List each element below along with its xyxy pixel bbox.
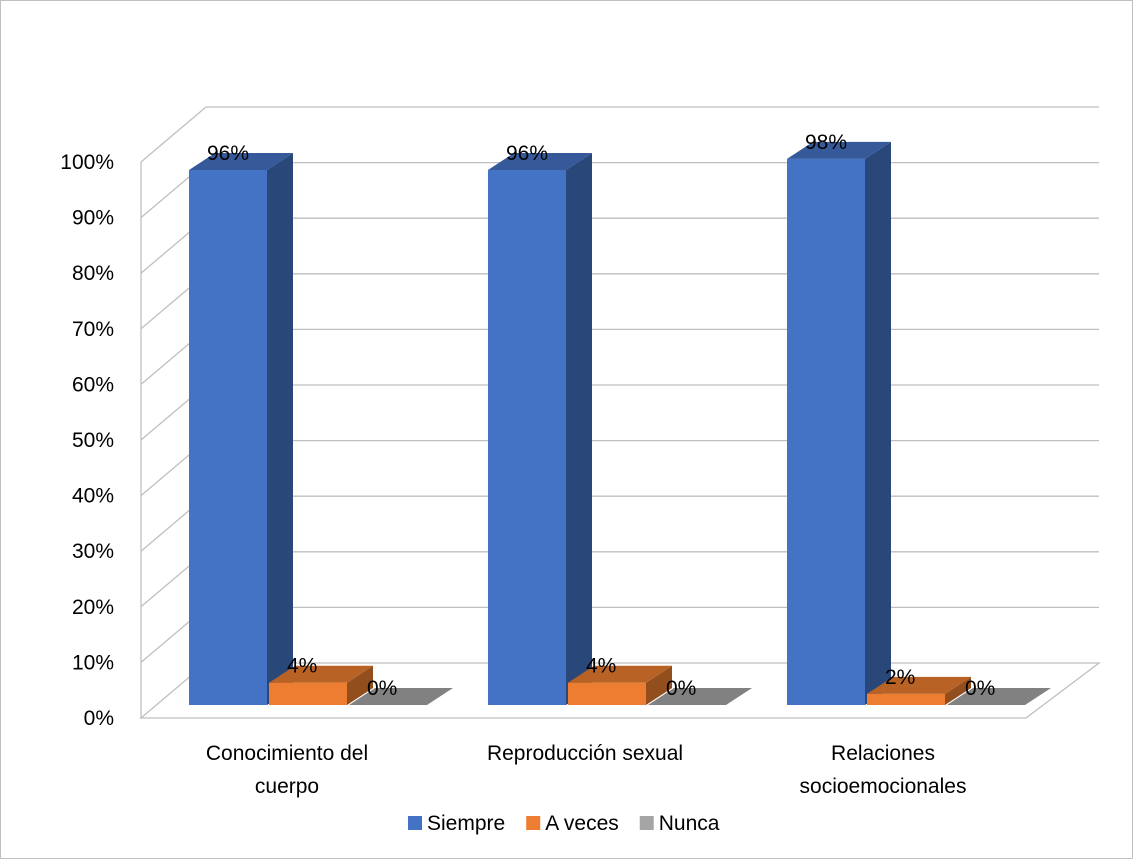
- bar-top: [787, 141, 891, 159]
- bar-nunca: [349, 688, 453, 705]
- bar-a-veces: [867, 676, 971, 705]
- category-label: Relaciones: [831, 742, 935, 765]
- legend-label: Nunca: [659, 812, 720, 835]
- bar-side: [945, 676, 971, 705]
- bars: [189, 141, 1051, 705]
- category-label: Reproducción sexual: [487, 742, 683, 765]
- y-tick-label: 80%: [72, 262, 114, 285]
- legend-swatch: [639, 816, 654, 830]
- bar-side: [566, 153, 592, 705]
- legend-swatch: [526, 816, 541, 830]
- bar-top: [269, 665, 373, 683]
- data-label: 2%: [885, 666, 915, 689]
- bar-front: [189, 170, 267, 705]
- bar-side: [865, 141, 891, 705]
- y-tick-label: 30%: [72, 540, 114, 563]
- y-tick-label: 10%: [72, 651, 114, 674]
- data-label: 0%: [666, 677, 696, 700]
- category-labels: Conocimiento del cuerpo Reproducción sexua…: [206, 742, 967, 798]
- legend: Siempre A veces Nunca: [408, 812, 720, 835]
- category-label: socioemocionales: [800, 775, 967, 798]
- legend-swatch: [408, 816, 422, 830]
- bar-side: [347, 665, 373, 705]
- bar-side: [267, 153, 293, 705]
- bar-front: [269, 682, 347, 705]
- legend-label: Siempre: [427, 812, 505, 835]
- y-tick-label: 70%: [72, 318, 114, 341]
- bar-front: [488, 170, 566, 705]
- data-label: 4%: [586, 655, 616, 678]
- bar-top: [568, 665, 672, 683]
- bar-top: [488, 153, 592, 170]
- category-label: cuerpo: [255, 775, 319, 798]
- bar-nunca: [648, 688, 752, 705]
- bar-top: [189, 153, 293, 170]
- y-tick-label: 40%: [72, 485, 114, 508]
- bar-side: [646, 665, 672, 705]
- y-tick-label: 20%: [72, 596, 114, 619]
- data-label: 0%: [965, 677, 995, 700]
- bar-front: [867, 693, 945, 705]
- bar-top: [867, 676, 971, 694]
- y-tick-label: 100%: [60, 151, 114, 174]
- y-axis-tick-labels: 0% 10% 20% 30% 40% 50% 60% 70% 80% 90% 100%: [60, 151, 114, 730]
- bar-nunca: [947, 688, 1051, 705]
- data-label: 96%: [207, 142, 249, 165]
- data-labels: 96% 4% 0% 96% 4% 0% 98% 2% 0%: [207, 131, 995, 700]
- bar-front: [787, 158, 865, 705]
- bar-top: [349, 688, 453, 705]
- data-label: 4%: [287, 655, 317, 678]
- category-label: Conocimiento del: [206, 742, 368, 765]
- y-tick-label: 0%: [84, 707, 114, 730]
- y-tick-label: 90%: [72, 207, 114, 230]
- gridline: [140, 106, 1099, 163]
- y-tick-label: 60%: [72, 373, 114, 396]
- bar-top: [648, 688, 752, 705]
- bar-a-veces: [269, 665, 373, 705]
- data-label: 0%: [367, 677, 397, 700]
- data-label: 98%: [805, 131, 847, 154]
- bar-top: [947, 688, 1051, 705]
- floor-outline: [139, 662, 1101, 719]
- data-label: 96%: [506, 142, 548, 165]
- bar-siempre: [787, 141, 891, 705]
- bar-a-veces: [568, 665, 672, 705]
- y-tick-label: 50%: [72, 429, 114, 452]
- bar-front: [568, 682, 646, 705]
- bar-siempre: [189, 153, 293, 705]
- legend-label: A veces: [545, 812, 619, 835]
- bar-siempre: [488, 153, 592, 705]
